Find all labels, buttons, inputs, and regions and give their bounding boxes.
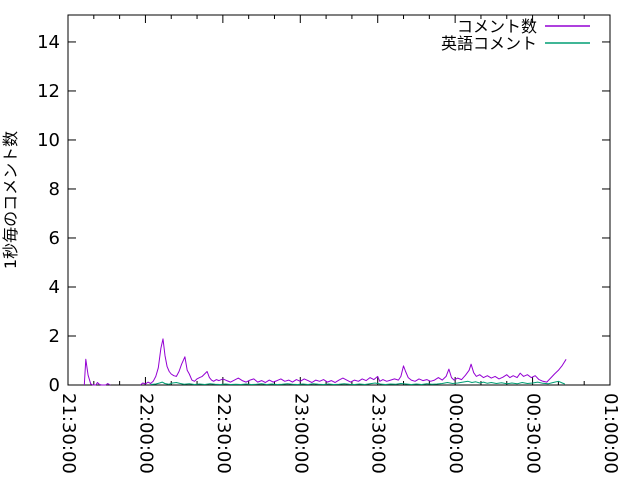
y-axis-tick-label: 0 [49,375,60,396]
y-axis-tick-label: 14 [37,32,60,53]
x-axis-tick-label: 23:30:00 [368,393,389,474]
x-axis-tick-label: 21:30:00 [58,393,79,474]
series-line-comments [139,338,567,386]
x-axis-tick-label: 22:30:00 [213,393,234,474]
plot-border [67,14,611,386]
series-line-english_comments [150,380,565,385]
legend-label-comments: コメント数 [457,17,537,36]
y-axis-tick-label: 2 [49,326,60,347]
y-axis-tick-label: 4 [49,277,60,298]
y-axis-title: 1秒毎のコメント数 [1,131,20,269]
x-axis-tick-label: 23:00:00 [290,393,311,474]
y-axis-tick-label: 6 [49,228,60,249]
y-axis-tick-label: 12 [37,81,60,102]
y-axis-tick-label: 8 [49,179,60,200]
x-axis-tick-label: 00:30:00 [523,393,544,474]
legend-label-english_comments: 英語コメント [441,34,537,53]
series-line-comments [83,358,111,386]
x-axis-tick-label: 01:00:00 [600,393,621,474]
x-axis-tick-label: 00:00:00 [445,393,466,474]
x-axis-tick-label: 22:00:00 [135,393,156,474]
y-axis-tick-label: 10 [37,130,60,151]
